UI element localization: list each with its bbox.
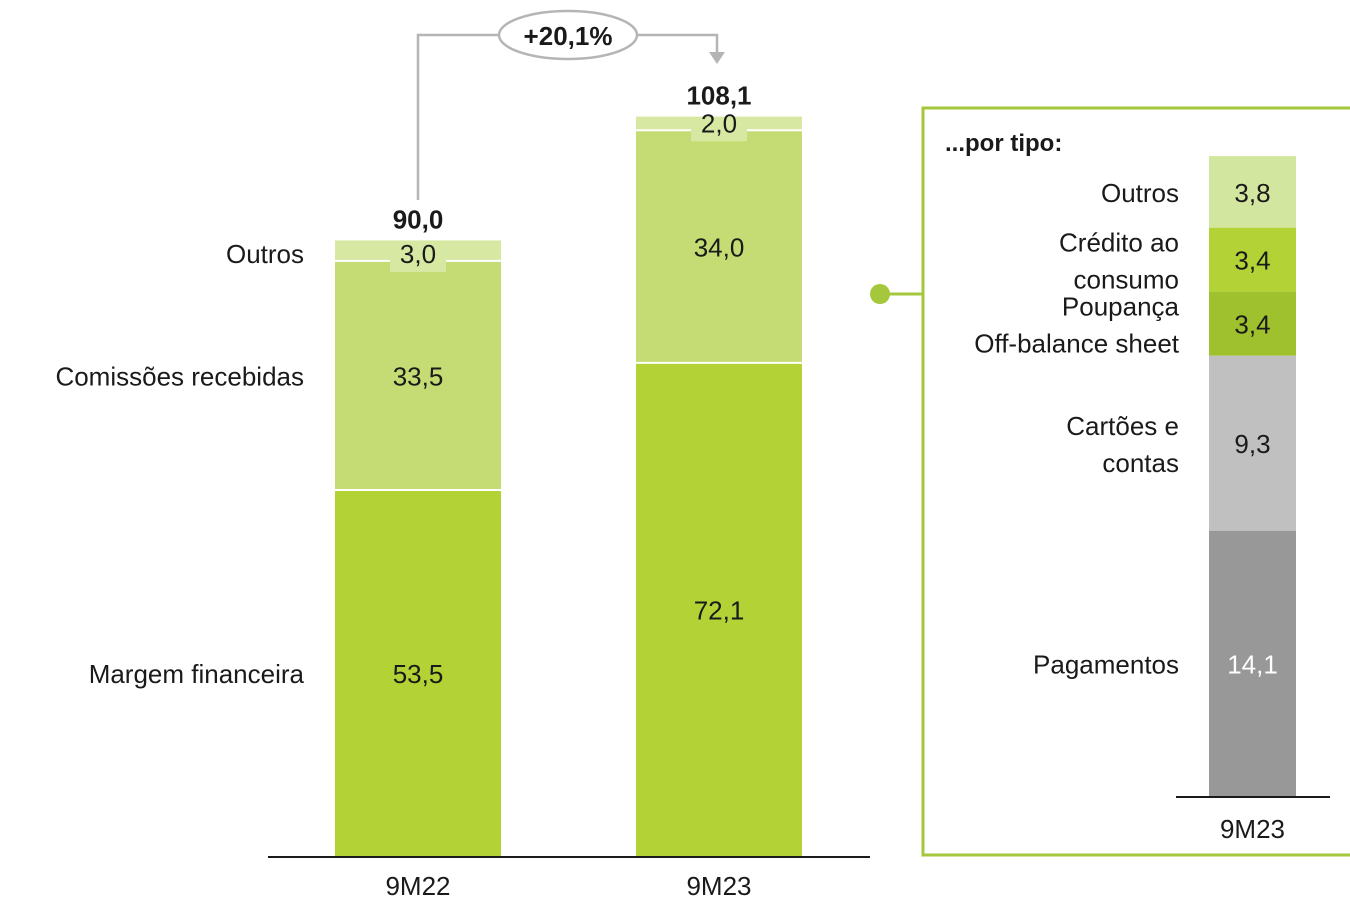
main-x-tick-labels: 9M22 9M23	[385, 871, 751, 901]
panel-bar-series-1	[1209, 355, 1296, 531]
panel-segment-label-0: 14,1	[1227, 649, 1278, 679]
breakdown-panel: ...por tipo: 14,1 9,3 3,4 3,4 3,8 Pagamentos…	[870, 106, 1350, 857]
bar-9M22-series-0	[335, 490, 501, 856]
panel-series-names: Pagamentos Cartões e contas Poupança Off-bal…	[974, 178, 1180, 679]
label-bg-9M22-outros	[390, 241, 446, 272]
panel-series-name-4: Outros	[1101, 178, 1179, 208]
panel-x-tick-9M23: 9M23	[1220, 814, 1285, 844]
series-name-2: Outros	[226, 239, 304, 269]
panel-border	[921, 106, 1350, 857]
panel-series-name-1: Cartões e contas	[1066, 411, 1179, 478]
segment-label-9M23-outros: 2,0	[701, 108, 737, 138]
total-label-9M22: 90,0	[393, 204, 444, 234]
growth-bubble	[497, 9, 639, 61]
bar-9M23-series-1	[636, 130, 802, 363]
panel-series-name-3: Crédito ao consumo	[1059, 228, 1179, 295]
total-label-9M23: 108,1	[686, 81, 751, 111]
segment-label-9M23-series-0: 72,1	[694, 595, 745, 625]
panel-bar-series-2	[1209, 291, 1296, 356]
panel-series-name-0: Pagamentos	[1033, 649, 1179, 679]
series-name-1: Comissões recebidas	[55, 361, 304, 391]
growth-arrow-head-icon	[709, 52, 725, 64]
panel-segment-label-3: 3,4	[1234, 246, 1270, 276]
panel-title: ...por tipo:	[945, 130, 1062, 157]
panel-bar-series-4	[1209, 156, 1296, 228]
x-tick-9M23: 9M23	[686, 871, 751, 901]
bar-9M22-series-1	[335, 260, 501, 491]
growth-arrow-line	[416, 33, 500, 200]
panel-bars	[1209, 156, 1296, 796]
series-name-0: Margem financeira	[89, 659, 305, 689]
main-series-names: Margem financeira Comissões recebidas Outr…	[55, 239, 304, 689]
segment-label-9M23-series-1: 34,0	[694, 233, 745, 263]
segment-label-9M22-outros: 3,0	[400, 239, 436, 269]
panel-segment-label-4: 3,8	[1234, 178, 1270, 208]
panel-segment-label-1: 9,3	[1234, 429, 1270, 459]
bar-9M23-series-0	[636, 362, 802, 856]
panel-bar-series-0	[1209, 530, 1296, 796]
panel-x-tick-labels: 9M23	[1220, 814, 1285, 844]
segment-label-9M22-series-0: 53,5	[393, 659, 444, 689]
growth-arrow-line-right	[636, 33, 719, 55]
growth-label: +20,1%	[524, 21, 613, 51]
panel-series-name-2: Poupança Off-balance sheet	[974, 292, 1180, 359]
growth-annotation: +20,1%	[416, 9, 725, 200]
label-bg-9M23-outros	[691, 117, 747, 142]
panel-segment-label-2: 3,4	[1234, 310, 1270, 340]
panel-connector-dot-icon	[870, 284, 890, 304]
main-bars	[335, 116, 802, 856]
x-tick-9M22: 9M22	[385, 871, 450, 901]
panel-bar-series-3	[1209, 227, 1296, 292]
segment-label-9M22-series-1: 33,5	[393, 361, 444, 391]
panel-segment-labels: 14,1 9,3 3,4 3,4 3,8	[1227, 178, 1278, 679]
